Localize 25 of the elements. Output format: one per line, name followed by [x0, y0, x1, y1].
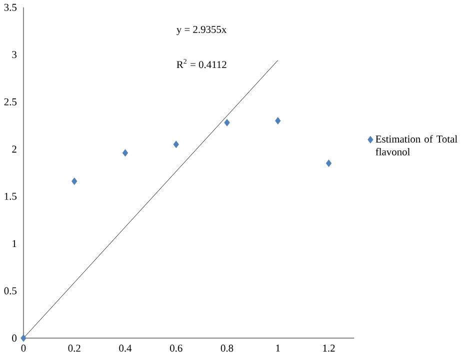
y-tick-label: 2.5	[4, 98, 17, 106]
x-tick-label: 0.6	[170, 344, 182, 352]
point	[72, 178, 78, 186]
x-tick-label: 0	[21, 344, 26, 352]
point	[20, 334, 26, 342]
x-tick-label: 1.2	[323, 344, 335, 352]
point	[326, 160, 332, 168]
legend-label: Estimation of Total flavonol	[376, 135, 458, 156]
x-tick-label: 0.4	[119, 344, 132, 352]
y-tick-label: 2	[12, 146, 16, 153]
point	[122, 149, 128, 157]
annotation: R$^{2}$ = 0.4112	[176, 59, 226, 68]
annotation: y = 2.9355x	[176, 26, 227, 36]
x-tick-label: 0.8	[220, 344, 234, 352]
point	[173, 140, 179, 148]
y-tick-label: 0	[12, 334, 17, 342]
y-tick-label: 3.5	[4, 4, 17, 12]
point	[275, 117, 281, 125]
y-tick-label: 0.5	[4, 287, 17, 295]
y-tick-label: 1	[12, 240, 16, 248]
y-tick-label: 3	[12, 51, 17, 58]
y-tick-label: 1.5	[4, 193, 17, 200]
point	[224, 119, 230, 127]
x-tick-label: 1	[276, 344, 280, 352]
x-tick-label: 0.2	[68, 344, 80, 352]
